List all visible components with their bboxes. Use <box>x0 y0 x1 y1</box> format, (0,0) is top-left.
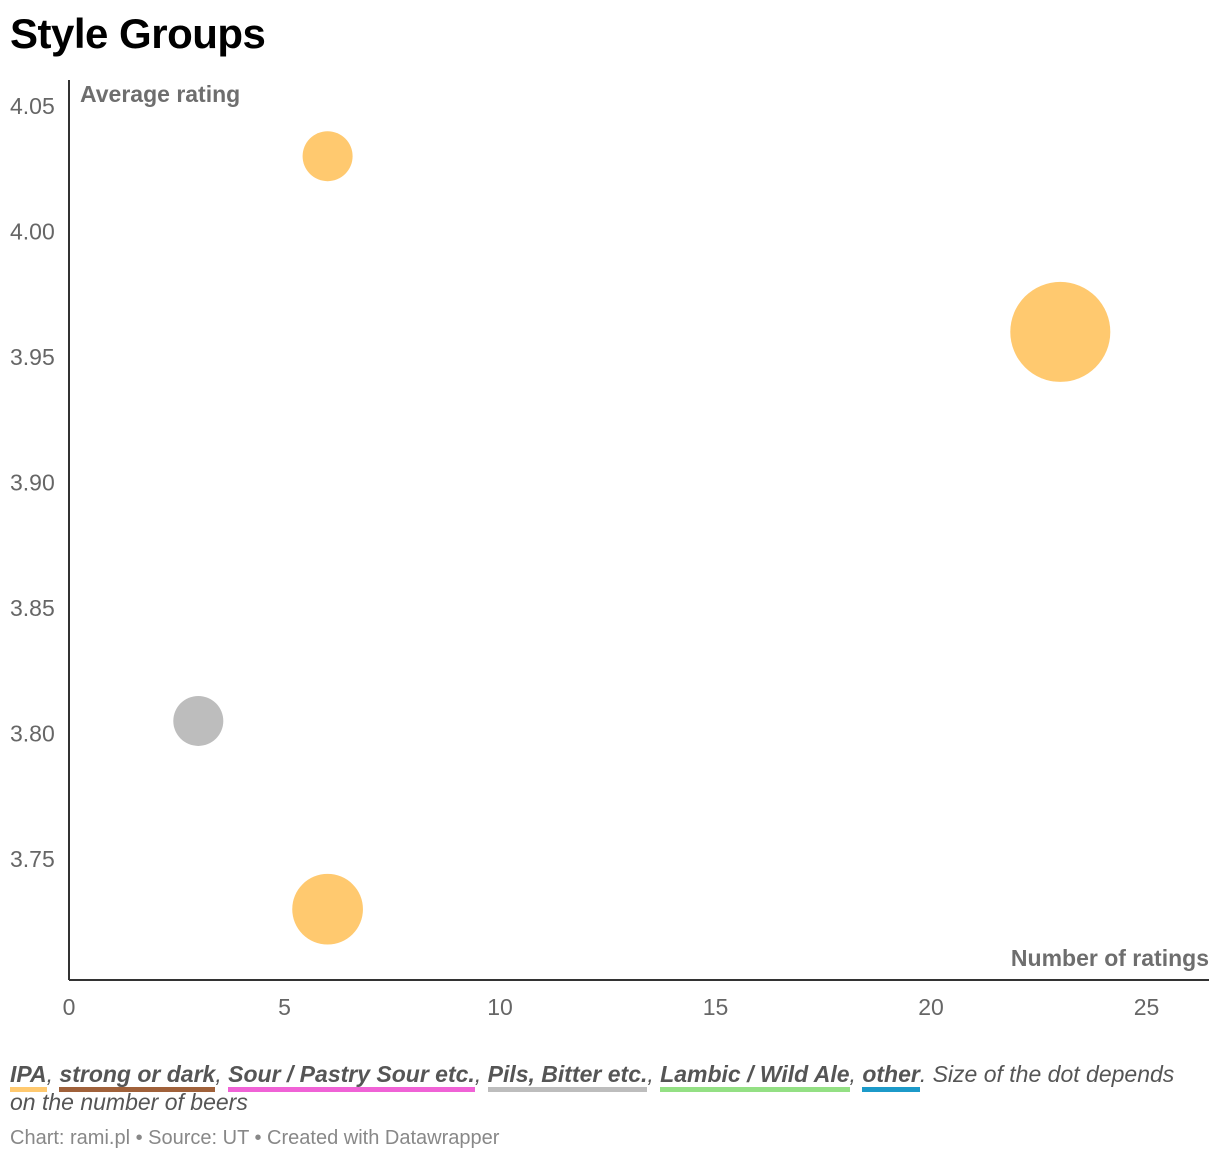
data-point-4[interactable] <box>292 873 363 945</box>
legend-item-other: other <box>862 1061 920 1092</box>
scatter-chart: 3.753.803.853.903.954.004.05 0 5 10 15 20 25 … <box>10 80 1209 1020</box>
y-axis-title: Average rating <box>80 81 240 107</box>
y-tick-label: 4.05 <box>10 93 55 119</box>
y-tick-label: 3.75 <box>10 846 55 872</box>
x-tick-label: 10 <box>487 994 513 1020</box>
x-tick-label: 0 <box>63 994 76 1020</box>
chart-title: Style Groups <box>10 10 266 57</box>
data-point-1[interactable] <box>302 131 353 182</box>
y-tick-label: 3.80 <box>10 721 55 747</box>
y-axis-ticks: 3.75 3.80 3.85 3.90 3.95 4.00 4.05 <box>10 93 55 872</box>
data-point-3[interactable] <box>173 695 224 746</box>
legend: IPA, strong or dark, Sour / Pastry Sour … <box>10 1061 1175 1115</box>
x-tick-label: 25 <box>1134 994 1160 1020</box>
y-tick-label: 4.00 <box>10 219 55 245</box>
data-points <box>173 131 1111 945</box>
legend-note: . Size of the dot depends on the number … <box>10 1061 1175 1115</box>
x-axis-ticks: 0 5 10 15 20 25 <box>63 994 1160 1020</box>
legend-item-ipa: IPA <box>10 1061 47 1092</box>
legend-item-sour-pastry-sour-etc: Sour / Pastry Sour etc. <box>228 1061 475 1092</box>
legend-item-strong-or-dark: strong or dark <box>59 1061 216 1092</box>
x-axis-title: Number of ratings <box>1011 945 1209 971</box>
legend-item-pils-bitter-etc: Pils, Bitter etc. <box>487 1061 648 1092</box>
x-tick-label: 15 <box>703 994 729 1020</box>
x-tick-label: 20 <box>918 994 944 1020</box>
x-tick-label: 5 <box>278 994 291 1020</box>
y-tick-label: 3.85 <box>10 595 55 621</box>
data-point-2[interactable] <box>1010 281 1111 382</box>
chart-credit: Chart: rami.pl • Source: UT • Created wi… <box>10 1127 500 1149</box>
y-tick-label: 3.95 <box>10 344 55 370</box>
y-tick-label: 3.90 <box>10 470 55 496</box>
legend-item-lambic-wild-ale: Lambic / Wild Ale <box>660 1061 850 1092</box>
